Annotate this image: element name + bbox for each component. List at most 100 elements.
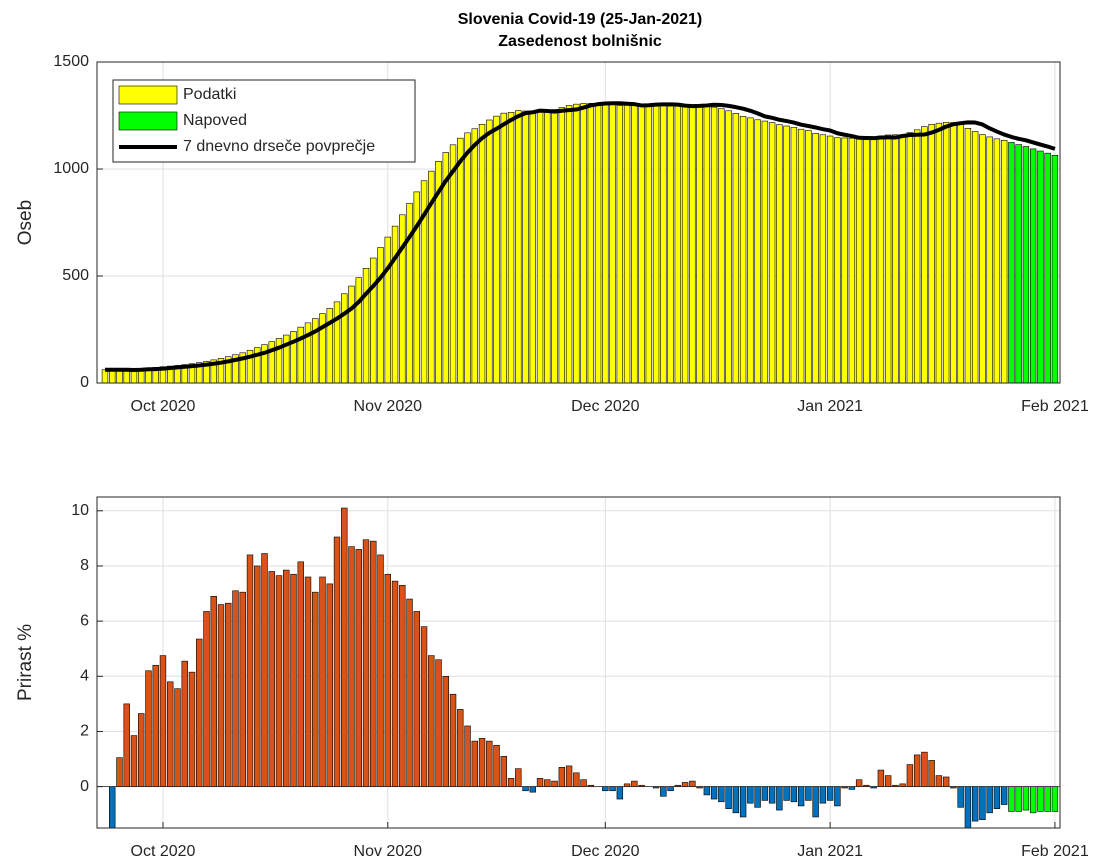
- bar: [710, 786, 718, 800]
- bar: [594, 103, 602, 384]
- x-tick-label: Feb 2021: [1021, 843, 1089, 859]
- bar: [834, 137, 841, 384]
- bar: [725, 786, 732, 809]
- bar: [565, 765, 573, 787]
- bar: [986, 136, 993, 384]
- bar: [116, 757, 123, 787]
- bar: [848, 137, 856, 384]
- bar: [747, 117, 754, 384]
- bar: [529, 111, 537, 384]
- bar: [848, 786, 856, 790]
- bar: [877, 769, 885, 787]
- bar: [580, 779, 587, 787]
- bar: [1000, 786, 1008, 805]
- bar: [631, 780, 638, 787]
- bar: [362, 267, 370, 384]
- bar: [1051, 155, 1059, 384]
- bar: [718, 108, 725, 384]
- bar: [304, 576, 312, 787]
- bar: [826, 786, 834, 801]
- bar: [312, 591, 319, 787]
- bar: [573, 772, 580, 787]
- x-tick-label: Nov 2020: [354, 843, 423, 859]
- bar: [652, 104, 660, 384]
- bar: [478, 738, 486, 787]
- bar: [971, 131, 979, 384]
- bar: [797, 786, 805, 807]
- bar: [355, 549, 362, 787]
- bar: [609, 103, 616, 384]
- bar: [986, 786, 993, 814]
- bar: [703, 105, 711, 384]
- bar: [602, 786, 609, 792]
- bar: [710, 106, 718, 384]
- bar: [913, 129, 921, 384]
- bar: [616, 786, 624, 800]
- bar: [790, 127, 798, 384]
- bar: [377, 247, 384, 384]
- bar: [138, 713, 145, 787]
- bar: [355, 277, 362, 384]
- bar: [486, 119, 493, 384]
- bar: [768, 786, 776, 804]
- legend-swatch: [118, 85, 178, 105]
- bar: [522, 110, 529, 384]
- bar: [391, 580, 399, 787]
- chart-title: Slovenia Covid-19 (25-Jan-2021): [458, 11, 703, 28]
- bar: [906, 132, 914, 384]
- axes-frame: [96, 496, 1061, 829]
- bar: [507, 111, 515, 384]
- bar: [1037, 150, 1044, 384]
- bar: [1029, 786, 1037, 814]
- bar: [754, 119, 761, 384]
- bar: [1008, 142, 1015, 384]
- bar: [1015, 144, 1022, 384]
- bar: [739, 786, 747, 818]
- bar: [486, 740, 493, 787]
- bar: [587, 103, 595, 384]
- bar: [747, 786, 754, 804]
- bar: [225, 602, 232, 787]
- bar: [391, 225, 399, 384]
- bar: [109, 786, 116, 829]
- bar: [384, 573, 391, 787]
- bar: [515, 768, 522, 787]
- bar: [623, 783, 631, 787]
- bar: [689, 104, 696, 384]
- bar: [232, 590, 239, 787]
- bar: [348, 285, 355, 384]
- bar: [834, 786, 841, 807]
- bar: [297, 561, 304, 787]
- x-tick-label: Dec 2020: [571, 843, 640, 859]
- bar: [1000, 140, 1008, 384]
- bar: [812, 132, 819, 384]
- bar: [268, 571, 275, 787]
- x-tick-label: Jan 2021: [797, 398, 863, 415]
- bar: [638, 104, 645, 384]
- moving-average-line: [104, 101, 1056, 372]
- y-tick-label: 500: [62, 267, 89, 284]
- bar: [522, 786, 529, 792]
- bar: [428, 655, 435, 787]
- bar: [261, 553, 268, 787]
- bar: [1015, 786, 1022, 812]
- bar: [152, 664, 159, 787]
- y-tick-label: 4: [80, 668, 89, 685]
- bar: [341, 507, 348, 787]
- bar: [776, 786, 783, 811]
- bar: [413, 611, 420, 787]
- bar: [667, 105, 674, 384]
- bar: [660, 105, 667, 384]
- bar: [855, 137, 863, 384]
- bar: [544, 109, 551, 384]
- bar: [979, 786, 986, 821]
- bar: [457, 709, 464, 787]
- bar: [370, 540, 377, 787]
- chart-subtitle: Zasedenost bolnišnic: [498, 33, 662, 50]
- y-tick-label: 8: [80, 557, 89, 574]
- bar: [254, 565, 261, 787]
- bar: [623, 104, 631, 384]
- bar: [602, 103, 609, 384]
- bar: [819, 134, 827, 384]
- bar: [399, 214, 406, 384]
